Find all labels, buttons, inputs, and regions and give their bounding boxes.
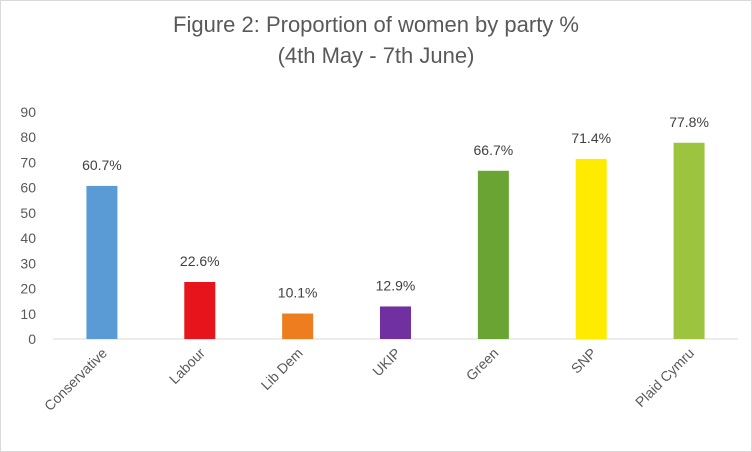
y-tick-label: 50 xyxy=(20,205,36,221)
y-tick-label: 40 xyxy=(20,230,36,246)
data-label: 77.8% xyxy=(669,114,709,130)
y-tick-label: 10 xyxy=(20,306,36,322)
category-label: Plaid Cymru xyxy=(632,345,697,410)
y-tick-label: 20 xyxy=(20,281,36,297)
category-label: Conservative xyxy=(41,345,110,414)
bar-green xyxy=(477,170,509,339)
y-tick-label: 70 xyxy=(20,154,36,170)
data-label: 12.9% xyxy=(376,277,416,293)
chart-title: Figure 2: Proportion of women by party % xyxy=(173,12,579,37)
bars xyxy=(86,142,705,339)
data-label: 60.7% xyxy=(82,157,122,173)
bar-ukip xyxy=(380,306,411,339)
chart-subtitle: (4th May - 7th June) xyxy=(277,43,475,68)
bar-conservative xyxy=(86,185,118,339)
y-tick-label: 90 xyxy=(20,104,36,120)
data-labels: 60.7% 22.6% 10.1% 12.9% 66.7% 71.4% 77.8% xyxy=(82,114,709,301)
data-label: 71.4% xyxy=(571,130,611,146)
bar-plaid-cymru xyxy=(673,142,705,339)
y-tick-label: 0 xyxy=(28,331,36,347)
y-tick-label: 80 xyxy=(20,129,36,145)
y-tick-label: 30 xyxy=(20,255,36,271)
y-axis: 0 10 20 30 40 50 60 70 80 90 xyxy=(20,104,36,347)
bar-lib-dem xyxy=(282,313,314,339)
data-label: 10.1% xyxy=(278,285,318,301)
bar-labour xyxy=(184,281,216,339)
data-label: 66.7% xyxy=(474,142,514,158)
category-label: Lib Dem xyxy=(258,345,306,393)
category-label: UKIP xyxy=(369,345,403,379)
bar-snp xyxy=(575,158,607,339)
category-label: SNP xyxy=(568,345,600,377)
category-label: Green xyxy=(463,345,502,384)
data-label: 22.6% xyxy=(180,253,220,269)
category-labels: Conservative Labour Lib Dem UKIP Green SNP Pla… xyxy=(41,345,697,414)
y-tick-label: 60 xyxy=(20,180,36,196)
category-label: Labour xyxy=(166,345,208,387)
